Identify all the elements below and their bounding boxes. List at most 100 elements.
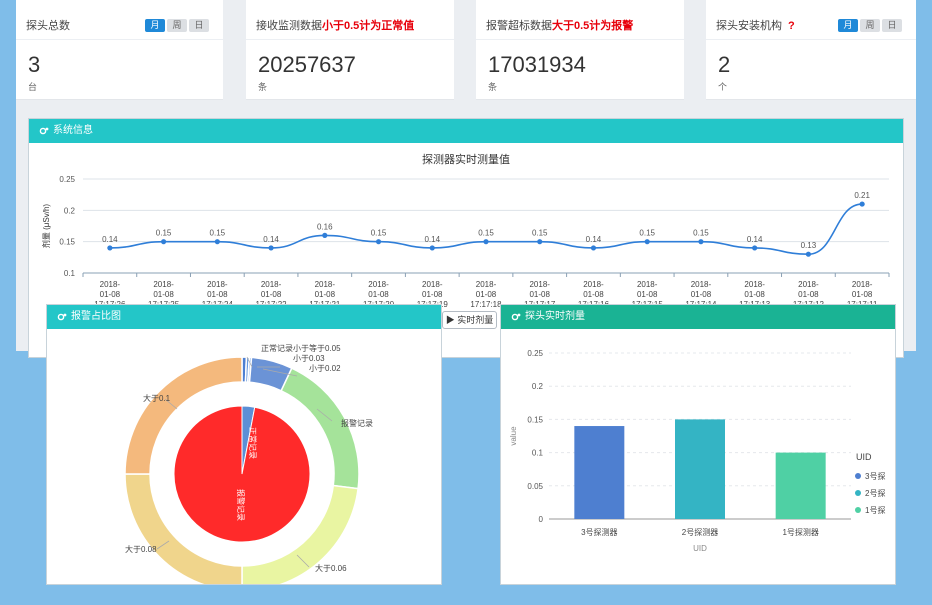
data-label: 0.14: [747, 235, 763, 244]
card-unit: 条: [258, 82, 268, 92]
pill-month[interactable]: 月: [145, 19, 165, 32]
x-tick-label: 1号探测器: [782, 527, 818, 537]
card-unit: 台: [28, 82, 38, 92]
y-tick-label: 0.25: [59, 175, 75, 184]
bar: [675, 419, 725, 519]
help-icon[interactable]: ?: [788, 20, 795, 32]
y-axis-label: value: [509, 426, 518, 446]
y-tick-label: 0.05: [527, 482, 543, 491]
card-alarm-data: 报警超标数据大于0.5计为报警 17031934 条: [476, 0, 684, 100]
data-point: [483, 239, 489, 245]
data-label: 0.21: [854, 191, 870, 200]
gears-icon: [57, 313, 67, 321]
x-tick-label: 2018-: [637, 280, 658, 289]
card-value: 2: [718, 52, 731, 77]
panel-title: 探头实时剂量: [525, 311, 585, 322]
y-tick-label: 0.15: [527, 415, 543, 424]
chart-title: 探测器实时测量值: [422, 152, 510, 166]
x-tick-label: 2018-: [852, 280, 873, 289]
y-tick-label: 0.2: [532, 382, 544, 391]
y-axis-label: 剂量 (μSv/h): [41, 204, 51, 249]
x-tick-label: 2018-: [315, 280, 336, 289]
data-label: 0.15: [532, 229, 548, 238]
x-tick-label: 2018-: [368, 280, 389, 289]
label-leader-line: [262, 368, 298, 377]
inner-label-alarm: 报警记录: [236, 489, 246, 521]
data-label: 0.14: [102, 235, 118, 244]
bar: [574, 426, 625, 519]
x-tick-label: 2018-: [207, 280, 228, 289]
x-tick-label: 01-08: [476, 290, 497, 299]
legend-item: 2号探: [865, 488, 885, 498]
pie-label: 小于0.03: [293, 354, 325, 363]
alarm-ratio-panel: 报警占比图 正常记录 报警记录 正常记录小于等于0.05 小于0.03 小于0.02 报警…: [46, 304, 442, 592]
gears-icon: [511, 313, 521, 321]
y-tick-label: 0: [539, 515, 544, 524]
label-leader-line: [296, 554, 310, 568]
y-tick-label: 0.1: [64, 269, 76, 278]
pill-month[interactable]: 月: [838, 19, 858, 32]
x-tick-label: 01-08: [261, 290, 282, 299]
legend-swatch: [855, 507, 861, 513]
x-tick-label: 2018-: [691, 280, 712, 289]
y-tick-label: 0.2: [64, 206, 76, 215]
legend-swatch: [855, 473, 861, 479]
pill-day[interactable]: 日: [189, 19, 209, 32]
data-point: [590, 245, 597, 251]
panel-title: 系统信息: [53, 125, 93, 136]
pill-week[interactable]: 周: [860, 19, 880, 32]
period-toggle: 月 周 日: [145, 19, 209, 32]
legend-item: 1号探: [865, 505, 885, 515]
pill-week[interactable]: 周: [167, 19, 187, 32]
data-point: [805, 251, 812, 257]
x-tick-label: 01-08: [315, 290, 336, 299]
data-label: 0.15: [156, 229, 172, 238]
data-point: [322, 232, 328, 238]
card-unit: 条: [488, 82, 498, 92]
pie-label: 正常记录小于等于0.05: [261, 343, 341, 353]
card-value: 17031934: [488, 52, 586, 77]
card-probe-total: 探头总数 月 周 日 3 台: [16, 0, 223, 100]
data-label: 0.13: [801, 241, 817, 250]
label-leader-line: [316, 408, 333, 422]
x-axis-label: UID: [693, 544, 707, 553]
y-tick-label: 0.15: [59, 238, 75, 247]
x-tick-label: 2018-: [100, 280, 121, 289]
card-unit: 个: [718, 82, 728, 92]
data-label: 0.15: [693, 229, 709, 238]
data-point: [161, 239, 167, 245]
pill-day[interactable]: 日: [882, 19, 902, 32]
y-tick-label: 0.25: [527, 349, 543, 358]
x-tick-label: 2018-: [422, 280, 443, 289]
pie-label: 大于0.06: [315, 563, 347, 573]
data-point: [644, 239, 650, 245]
gears-icon: [39, 127, 49, 135]
x-tick-label: 01-08: [153, 290, 174, 299]
realtime-dose-button[interactable]: ▶ 实时剂量: [442, 311, 497, 329]
x-tick-label: 2018-: [798, 280, 819, 289]
panel-title: 报警占比图: [71, 311, 121, 322]
x-tick-label: 01-08: [637, 290, 658, 299]
data-point: [214, 239, 220, 245]
data-label: 0.14: [586, 235, 602, 244]
bar: [775, 452, 826, 519]
label-leader-line: [164, 398, 178, 410]
label-leader-line: [246, 356, 253, 368]
card-title-highlight: 大于0.5计为报警: [552, 20, 634, 32]
pie-slice-outer: [124, 356, 243, 475]
legend-swatch: [855, 490, 861, 496]
x-tick-label: 01-08: [744, 290, 765, 299]
card-title: 探头安装机构: [716, 20, 782, 32]
x-tick-label: 2018-: [744, 280, 765, 289]
pie-label: 大于0.1: [143, 393, 171, 403]
x-tick-label: 01-08: [852, 290, 873, 299]
x-tick-label: 01-08: [100, 290, 121, 299]
data-point: [698, 239, 704, 245]
x-tick-label: 2018-: [476, 280, 497, 289]
x-tick-label: 2018-: [583, 280, 604, 289]
x-tick-label: 17:17:18: [470, 300, 502, 309]
x-tick-label: 01-08: [207, 290, 228, 299]
legend-title: UID: [856, 452, 872, 462]
x-tick-label: 3号探测器: [581, 527, 617, 537]
x-tick-label: 01-08: [691, 290, 712, 299]
